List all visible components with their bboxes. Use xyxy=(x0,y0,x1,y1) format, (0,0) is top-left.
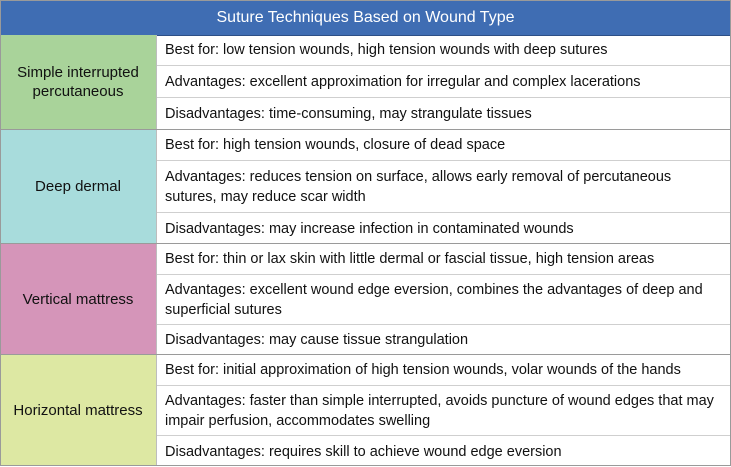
disadvantages-row: Disadvantages: may cause tissue strangul… xyxy=(157,324,731,355)
advantages-row: Advantages: faster than simple interrupt… xyxy=(157,385,731,435)
advantages-row: Advantages: excellent wound edge eversio… xyxy=(157,274,731,324)
technique-label: Simple interrupted percutaneous xyxy=(0,35,157,129)
table-title: Suture Techniques Based on Wound Type xyxy=(0,0,731,36)
technique-label: Horizontal mattress xyxy=(0,355,157,466)
disadvantages-row: Disadvantages: may increase infection in… xyxy=(157,212,731,244)
technique-horizontal-mattress: Horizontal mattress Best for: initial ap… xyxy=(0,354,731,466)
best-for-row: Best for: thin or lax skin with little d… xyxy=(165,251,655,267)
best-for-row: Best for: low tension wounds, high tensi… xyxy=(165,42,608,58)
technique-label: Deep dermal xyxy=(0,130,157,243)
advantages-row: Advantages: excellent approximation for … xyxy=(157,65,731,97)
best-for-row: Best for: initial approximation of high … xyxy=(165,362,681,378)
disadvantages-row: Disadvantages: requires skill to achieve… xyxy=(157,435,731,467)
best-for-row: Best for: high tension wounds, closure o… xyxy=(165,137,506,153)
advantages-row: Advantages: reduces tension on surface, … xyxy=(157,160,731,212)
technique-simple-interrupted: Simple interrupted percutaneous Best for… xyxy=(0,35,731,129)
technique-label: Vertical mattress xyxy=(0,244,157,354)
technique-vertical-mattress: Vertical mattress Best for: thin or lax … xyxy=(0,243,731,354)
technique-deep-dermal: Deep dermal Best for: high tension wound… xyxy=(0,129,731,243)
disadvantages-row: Disadvantages: time-consuming, may stran… xyxy=(157,97,731,129)
